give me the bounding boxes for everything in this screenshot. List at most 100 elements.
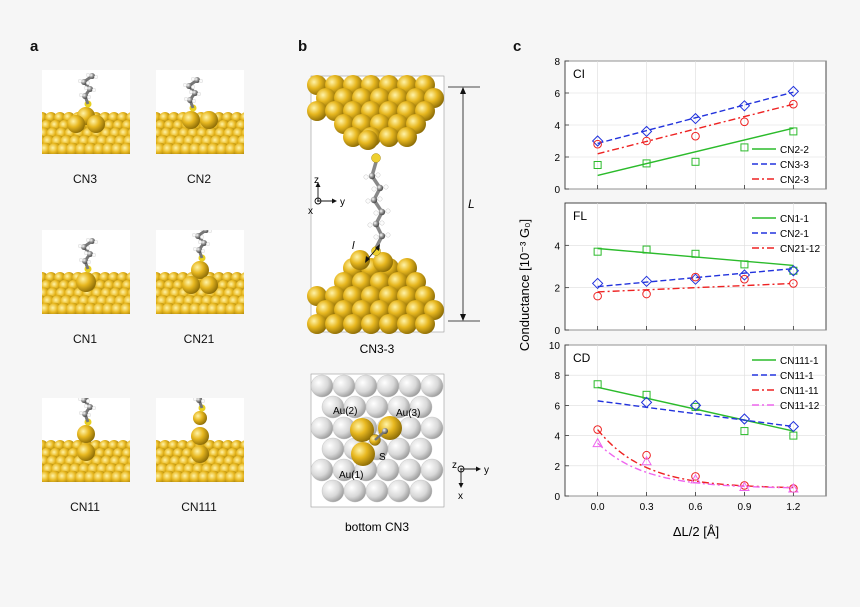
data-point xyxy=(740,260,749,269)
label-au2: Au(2) xyxy=(333,406,357,417)
legend-entry: CN11-1 xyxy=(780,371,814,382)
data-point xyxy=(789,266,798,275)
data-point xyxy=(691,249,700,258)
axis-z-label: z xyxy=(314,175,319,186)
caption-cn3-3: CN3-3 xyxy=(360,342,395,356)
data-point xyxy=(787,85,800,98)
caption-cn2: CN2 xyxy=(186,172,211,186)
data-point xyxy=(691,131,700,141)
svg-text:y: y xyxy=(484,465,489,476)
data-point xyxy=(740,427,749,436)
panel-letter-b: b xyxy=(298,38,308,55)
top-electrode xyxy=(307,75,444,150)
chart-title: FL xyxy=(573,209,587,223)
data-point xyxy=(593,425,602,434)
panel-letter-c: c xyxy=(513,38,522,55)
fit-line xyxy=(597,267,794,288)
data-point xyxy=(640,275,653,288)
x-tick-label: 0.3 xyxy=(640,502,654,513)
y-tick-label: 0 xyxy=(554,326,560,337)
data-point xyxy=(689,112,702,125)
label-s: S xyxy=(379,452,386,463)
y-tick-label: 0 xyxy=(554,185,560,196)
data-point xyxy=(740,274,749,284)
bond-length-label: l xyxy=(352,240,355,252)
top-view-axes-icon: z y x xyxy=(452,460,489,502)
chart-ci: 0 2 4 6 8 CI CN2-2 CN3-3 CN2-3 xyxy=(554,57,827,196)
data-point xyxy=(642,289,651,299)
data-point xyxy=(787,420,800,433)
data-point xyxy=(789,99,798,109)
caption-cn21: CN21 xyxy=(183,332,215,346)
y-tick-label: 2 xyxy=(554,153,560,164)
series-cn3-3 xyxy=(591,85,800,147)
data-point xyxy=(691,272,700,282)
length-indicator: L xyxy=(448,86,480,322)
data-point xyxy=(788,482,799,493)
y-tick-label: 10 xyxy=(549,341,561,352)
series-cn11-1 xyxy=(597,396,800,433)
data-point xyxy=(593,161,602,169)
chart-title: CD xyxy=(573,351,591,365)
panel-letter-a: a xyxy=(30,38,39,55)
structure-thumbnail xyxy=(42,398,130,482)
series-cn21-12 xyxy=(593,272,798,301)
y-tick-label: 4 xyxy=(554,432,560,443)
data-point xyxy=(738,413,751,425)
data-point xyxy=(592,437,603,448)
data-point xyxy=(593,247,602,256)
top-view-structure: Au(2) Au(3) Au(1) S xyxy=(310,373,445,508)
legend-entry: CN3-3 xyxy=(780,160,809,171)
caption-cn111: CN111 xyxy=(181,500,217,514)
y-tick-label: 2 xyxy=(554,462,560,473)
data-point xyxy=(642,450,651,460)
legend-entry: CN2-2 xyxy=(780,145,809,156)
atom-au1 xyxy=(351,442,375,466)
y-tick-label: 6 xyxy=(554,401,560,412)
data-point xyxy=(640,125,653,138)
legend-entry: CN1-1 xyxy=(780,214,809,225)
svg-text:z: z xyxy=(452,460,457,471)
data-point xyxy=(642,159,651,168)
data-point xyxy=(740,143,749,152)
fit-line xyxy=(597,91,794,145)
caption-cn1: CN1 xyxy=(72,332,97,346)
atom-au2 xyxy=(350,418,374,442)
x-tick-label: 1.2 xyxy=(786,502,800,513)
series-cn11-12 xyxy=(592,437,799,493)
data-point xyxy=(689,399,702,412)
atom-au3 xyxy=(378,416,402,440)
y-tick-label: 8 xyxy=(554,57,560,68)
fit-line xyxy=(597,400,794,428)
caption-bottom-cn3: bottom CN3 xyxy=(345,520,409,534)
caption-cn11: CN11 xyxy=(70,500,100,514)
series-cn1-1 xyxy=(593,245,798,275)
y-axis-label: Conductance [10⁻³ G₀] xyxy=(517,219,532,351)
data-point xyxy=(789,127,798,136)
structure-thumbnail xyxy=(156,70,244,154)
data-point xyxy=(641,455,652,466)
y-tick-label: 2 xyxy=(554,284,560,295)
label-au3: Au(3) xyxy=(396,408,420,419)
chart-fl: 0 2 4 FL CN1-1 CN2-1 CN21-12 xyxy=(554,202,827,337)
legend-entry: CN11-12 xyxy=(780,401,820,412)
length-label: L xyxy=(468,197,475,211)
data-point xyxy=(738,269,751,281)
series-cn2-3 xyxy=(593,99,798,155)
fit-line xyxy=(597,386,794,432)
svg-text:x: x xyxy=(458,491,463,502)
y-tick-label: 8 xyxy=(554,371,560,382)
y-tick-label: 6 xyxy=(554,89,560,100)
legend-entry: CN111-1 xyxy=(780,356,819,367)
legend-entry: CN21-12 xyxy=(780,244,820,255)
y-tick-label: 4 xyxy=(554,121,560,132)
x-axis-label: ΔL/2 [Å] xyxy=(673,524,719,539)
data-point xyxy=(593,380,602,389)
axis-x-label: x xyxy=(308,206,313,217)
junction-structure: z y x l xyxy=(307,75,445,334)
fit-line xyxy=(597,103,794,155)
label-au1: Au(1) xyxy=(339,470,363,481)
structure-thumbnail xyxy=(156,398,244,482)
data-point xyxy=(738,100,751,112)
